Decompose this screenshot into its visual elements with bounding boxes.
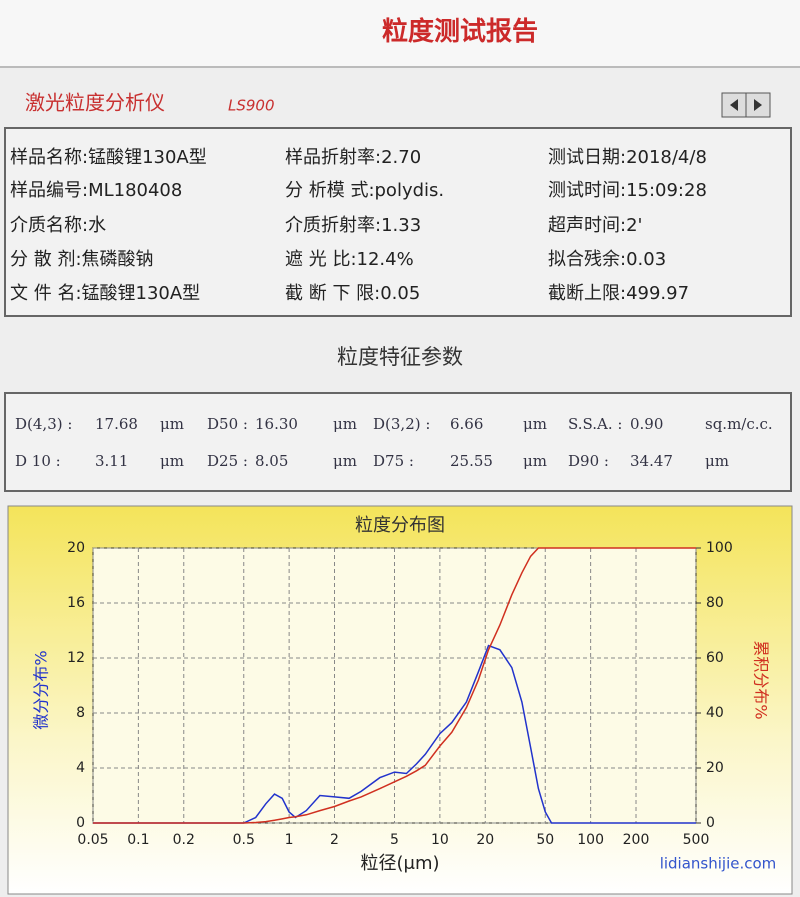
- info-field: 样品折射率:2.70: [285, 147, 421, 168]
- x-tick-label: 5: [390, 832, 399, 848]
- x-tick-label: 0.2: [173, 832, 195, 848]
- y2-tick-label: 80: [706, 595, 724, 611]
- model: LS900: [228, 97, 275, 115]
- x-tick-label: 500: [683, 832, 710, 848]
- y-tick-label: 16: [67, 595, 85, 611]
- y-tick-label: 20: [67, 540, 85, 556]
- info-field: 介质折射率:1.33: [285, 215, 421, 236]
- instrument: 激光粒度分析仪: [25, 91, 165, 115]
- x-tick-label: 0.05: [77, 832, 108, 848]
- info-field: 分 析模 式:polydis.: [285, 180, 444, 201]
- y-tick-label: 4: [76, 760, 85, 776]
- param-unit: μm: [333, 415, 357, 433]
- x-tick-label: 0.5: [233, 832, 255, 848]
- watermark: lidianshijie.com: [660, 855, 777, 873]
- x-tick-label: 100: [577, 832, 604, 848]
- param-unit: μm: [160, 415, 184, 433]
- x-tick-label: 1: [285, 832, 294, 848]
- param-unit: μm: [160, 452, 184, 470]
- y2-tick-label: 60: [706, 650, 724, 666]
- title-band: [0, 0, 800, 66]
- params-box: [4, 392, 792, 492]
- x-tick-label: 2: [330, 832, 339, 848]
- param-label: D75 :: [373, 452, 414, 470]
- x-tick-label: 0.1: [127, 832, 149, 848]
- param-value: 34.47: [630, 452, 673, 470]
- info-field: 文 件 名:锰酸锂130A型: [10, 283, 200, 304]
- param-unit: μm: [523, 452, 547, 470]
- chart-title: 粒度分布图: [355, 515, 445, 536]
- y-axis-title: 微分分布%: [32, 650, 51, 729]
- info-field: 样品名称:锰酸锂130A型: [10, 147, 207, 168]
- section-title: 粒度特征参数: [337, 345, 463, 369]
- x-tick-label: 50: [536, 832, 554, 848]
- param-value: 25.55: [450, 452, 493, 470]
- info-field: 测试时间:15:09:28: [548, 180, 707, 201]
- param-label: D90 :: [568, 452, 609, 470]
- report-title: 粒度测试报告: [382, 16, 538, 47]
- param-label: S.S.A. :: [568, 415, 622, 433]
- param-unit: μm: [333, 452, 357, 470]
- x-tick-label: 10: [431, 832, 449, 848]
- info-field: 截断上限:499.97: [548, 283, 689, 304]
- y2-tick-label: 0: [706, 815, 715, 831]
- param-label: D 10 :: [15, 452, 61, 470]
- y-tick-label: 12: [67, 650, 85, 666]
- param-value: 6.66: [450, 415, 483, 433]
- param-unit: sq.m/c.c.: [705, 415, 773, 433]
- info-field: 超声时间:2': [548, 215, 642, 236]
- param-label: D(4,3) :: [15, 415, 72, 433]
- y-tick-label: 0: [76, 815, 85, 831]
- scroll-buttons[interactable]: [721, 92, 771, 118]
- param-value: 16.30: [255, 415, 298, 433]
- x-axis-title: 粒径(μm): [360, 853, 439, 874]
- x-tick-label: 20: [476, 832, 494, 848]
- info-field: 介质名称:水: [10, 215, 106, 236]
- param-unit: μm: [705, 452, 729, 470]
- info-field: 分 散 剂:焦磷酸钠: [10, 249, 154, 270]
- param-label: D25 :: [207, 452, 248, 470]
- y2-tick-label: 100: [706, 540, 733, 556]
- param-unit: μm: [523, 415, 547, 433]
- info-box: [4, 127, 792, 317]
- series-line: [93, 644, 696, 824]
- param-value: 3.11: [95, 452, 128, 470]
- info-field: 拟合残余:0.03: [548, 249, 666, 270]
- param-value: 8.05: [255, 452, 288, 470]
- param-label: D(3,2) :: [373, 415, 430, 433]
- x-tick-label: 200: [623, 832, 650, 848]
- y-tick-label: 8: [76, 705, 85, 721]
- info-field: 遮 光 比:12.4%: [285, 249, 414, 270]
- info-field: 截 断 下 限:0.05: [285, 283, 420, 304]
- y2-tick-label: 40: [706, 705, 724, 721]
- info-field: 样品编号:ML180408: [10, 180, 182, 201]
- y2-tick-label: 20: [706, 760, 724, 776]
- param-label: D50 :: [207, 415, 248, 433]
- param-value: 17.68: [95, 415, 138, 433]
- param-value: 0.90: [630, 415, 663, 433]
- info-field: 测试日期:2018/4/8: [548, 147, 707, 168]
- y2-axis-title: 累积分布%: [752, 640, 771, 719]
- series-line: [93, 547, 696, 824]
